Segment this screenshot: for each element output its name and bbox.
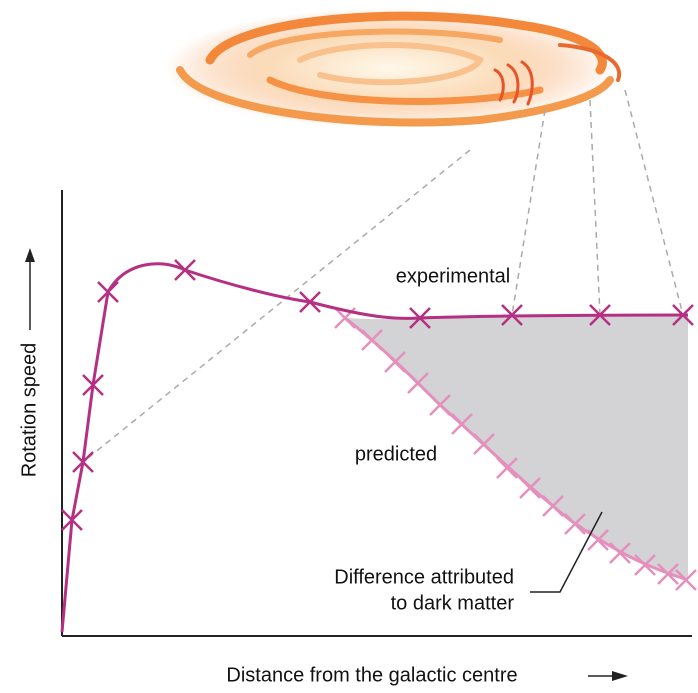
marker (175, 260, 195, 280)
predicted-label: predicted (355, 443, 437, 465)
x-axis-arrow (588, 671, 628, 681)
diagram: experimental predicted Difference attrib… (0, 0, 698, 688)
galaxy (165, 8, 619, 128)
annotation-line-1: Difference attributed (334, 566, 514, 588)
experimental-label: experimental (396, 265, 511, 287)
y-axis-label: Rotation speed (18, 343, 40, 478)
x-axis-label: Distance from the galactic centre (226, 664, 517, 686)
annotation-line-2: to dark matter (391, 592, 515, 614)
y-axis-arrow (25, 248, 35, 330)
